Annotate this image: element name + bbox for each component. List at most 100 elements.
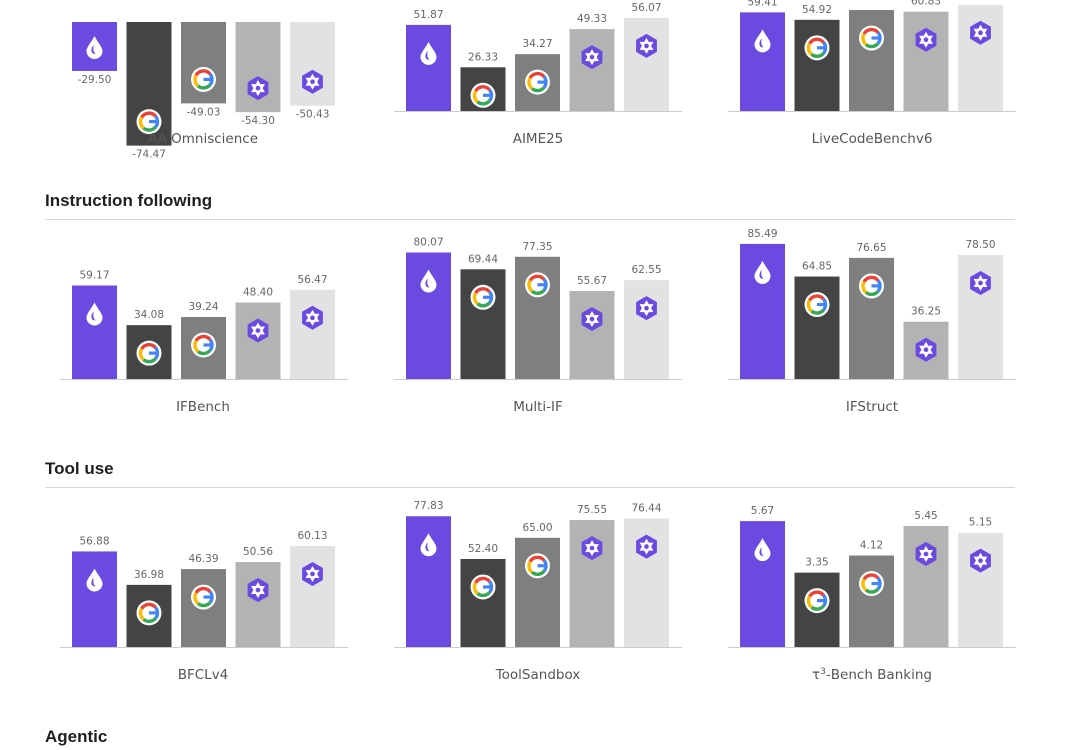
bar-value-label: 69.44 [468, 253, 498, 265]
section-title-tool-use: Tool use [45, 459, 114, 478]
bar-value-label: 36.25 [911, 306, 941, 318]
bar-value-label: -49.03 [187, 106, 221, 118]
google-g-logo-icon [470, 574, 496, 600]
google-g-logo-icon [525, 272, 550, 298]
bar [235, 562, 281, 647]
bar [569, 291, 615, 379]
bar-value-label: 60.83 [911, 0, 941, 8]
google-g-logo-icon [525, 69, 550, 95]
google-g-logo-icon [470, 82, 496, 108]
section-title-agentic: Agentic [45, 727, 108, 746]
star-hexagon-logo-icon [970, 20, 991, 45]
google-g-logo-icon [804, 35, 830, 61]
star-hexagon-logo-icon [247, 318, 269, 343]
google-g-logo-icon [136, 340, 162, 366]
bar [406, 24, 451, 112]
google-g-logo-icon [470, 284, 496, 310]
bar [740, 12, 785, 111]
bar-value-label: 51.87 [413, 9, 443, 21]
bar-value-label: -29.50 [78, 74, 112, 86]
liquid-drop-logo-icon [86, 35, 103, 59]
liquid-drop-logo-icon [420, 533, 437, 557]
bar [903, 11, 949, 111]
google-g-logo-icon [136, 600, 162, 626]
star-hexagon-logo-icon [970, 270, 991, 295]
liquid-drop-logo-icon [420, 41, 437, 65]
star-hexagon-logo-icon [970, 548, 991, 573]
star-hexagon-logo-icon [247, 578, 269, 603]
bar [958, 4, 1003, 111]
bar-value-label: 36.98 [134, 569, 164, 581]
bar-value-label: 85.49 [747, 228, 777, 240]
bar-value-label: 50.56 [243, 546, 273, 558]
chart-title: BFCLv4 [178, 667, 229, 683]
star-hexagon-logo-icon [915, 542, 937, 567]
chart-title: ToolSandbox [495, 667, 581, 683]
bar [794, 19, 840, 111]
google-g-logo-icon [859, 571, 884, 597]
bar [460, 558, 506, 647]
google-g-logo-icon [191, 332, 216, 358]
bar-value-label: 62.55 [631, 264, 661, 276]
star-hexagon-logo-icon [636, 33, 657, 58]
bar-value-label: 76.44 [631, 503, 661, 515]
liquid-drop-logo-icon [420, 269, 437, 293]
chart-title: Multi-IF [513, 399, 563, 415]
bar-value-label: 5.67 [751, 505, 774, 517]
star-hexagon-logo-icon [302, 305, 323, 330]
section-divider [45, 219, 1015, 220]
bar [624, 280, 669, 379]
star-hexagon-logo-icon [302, 69, 323, 94]
google-g-logo-icon [136, 109, 162, 135]
bar-value-label: 56.88 [79, 535, 109, 547]
bar [849, 555, 894, 647]
chart-title: IFStruct [846, 399, 898, 415]
bar [72, 285, 117, 379]
bar-value-label: 54.92 [802, 4, 832, 16]
bar [72, 551, 117, 647]
google-g-logo-icon [191, 584, 216, 610]
google-g-logo-icon [859, 25, 884, 51]
bar-value-label: 77.83 [413, 500, 443, 512]
bar-value-label: 55.67 [577, 275, 607, 287]
bar [569, 29, 615, 112]
bar-value-label: 5.15 [969, 517, 992, 529]
star-hexagon-logo-icon [247, 76, 269, 101]
google-g-logo-icon [804, 292, 830, 318]
bar-value-label: 80.07 [413, 236, 443, 248]
bar-value-label: 60.13 [297, 530, 327, 542]
bar-value-label: -50.43 [296, 109, 330, 121]
bar-value-label: 49.33 [577, 13, 607, 25]
section-divider [45, 487, 1015, 488]
bar-value-label: -54.30 [241, 115, 275, 127]
bar-value-label: 59.41 [747, 0, 777, 8]
bar-value-label: 52.40 [468, 543, 498, 555]
chart-title: IFBench [176, 399, 230, 415]
bar [290, 289, 335, 379]
liquid-drop-logo-icon [754, 29, 771, 53]
bar-value-label: 56.47 [297, 274, 327, 286]
bar-value-label: 56.07 [631, 2, 661, 14]
star-hexagon-logo-icon [302, 561, 323, 586]
star-hexagon-logo-icon [581, 307, 603, 332]
bar-value-label: 39.24 [188, 301, 218, 313]
bar-value-label: 59.17 [79, 270, 109, 282]
star-hexagon-logo-icon [915, 337, 937, 362]
google-g-logo-icon [525, 553, 550, 579]
star-hexagon-logo-icon [636, 296, 657, 321]
bar-value-label: 3.35 [805, 557, 828, 569]
bar [849, 10, 894, 111]
bar-value-label: 78.50 [965, 239, 995, 251]
bar-value-label: 4.12 [860, 540, 883, 552]
star-hexagon-logo-icon [581, 536, 603, 561]
bar-value-label: 46.39 [188, 553, 218, 565]
liquid-drop-logo-icon [754, 538, 771, 562]
bar-value-label: 77.35 [522, 241, 552, 253]
google-g-logo-icon [859, 273, 884, 299]
section-title-instruction-following: Instruction following [45, 191, 213, 210]
bar-value-label: 5.45 [914, 510, 937, 522]
liquid-drop-logo-icon [754, 260, 771, 284]
bar-value-label: 75.55 [577, 504, 607, 516]
bar-value-label: -74.47 [132, 149, 166, 161]
